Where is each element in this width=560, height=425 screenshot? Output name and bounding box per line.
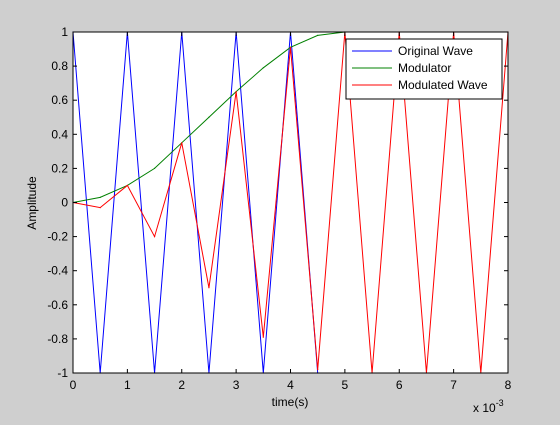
x-tick-label: 0: [70, 378, 77, 392]
x-tick-label: 5: [342, 378, 349, 392]
y-tick-label: -0.8: [47, 332, 68, 346]
x-axis-label: time(s): [272, 395, 309, 409]
series-3-point: [317, 368, 319, 371]
x-tick-label: 4: [287, 378, 294, 392]
series-3-point: [235, 91, 237, 93]
series-2-point: [153, 167, 156, 169]
legend-label: Modulated Wave: [398, 78, 488, 92]
series-2-point: [99, 196, 101, 198]
y-tick-label: 1: [61, 25, 68, 39]
y-tick-label: -0.4: [47, 264, 68, 278]
y-tick-label: 0.6: [51, 93, 68, 107]
legend: Original Wave Modulator Modulated Wave: [345, 38, 503, 100]
legend-label: Original Wave: [398, 44, 473, 58]
y-tick-label: 0: [61, 196, 68, 210]
x-tick-label: 2: [178, 378, 185, 392]
series-3-point: [262, 336, 264, 338]
x-axis-multiplier-base: x 10: [473, 401, 496, 415]
legend-box: [345, 38, 503, 100]
series-2-point: [262, 67, 264, 69]
y-tick-label: -1: [57, 366, 68, 380]
x-tick-label: 6: [396, 378, 403, 392]
y-axis-label: Amplitude: [25, 176, 39, 230]
series-2-point: [317, 34, 319, 37]
series-3-point: [99, 207, 101, 209]
y-tick-label: 0.4: [51, 127, 68, 141]
x-axis-multiplier: x 10-3: [473, 398, 504, 415]
series-3-point: [289, 46, 292, 48]
x-tick-label: 1: [124, 378, 131, 392]
x-tick-label: 8: [505, 378, 512, 392]
series-3-point: [153, 236, 156, 238]
series-3-point: [208, 287, 210, 289]
y-tick-label: -0.6: [47, 298, 68, 312]
series-3-point: [181, 142, 183, 144]
y-tick-label: 0.2: [51, 161, 68, 175]
series-line-1: [72, 31, 319, 374]
axis-ticks: 0 1 2 3 4 5 6 7 8 -1 -0.8 -0.6 -0.4 -0.2 0 0.2 0.4 0.6 0.8…: [47, 25, 511, 392]
x-axis-multiplier-exponent: -3: [496, 398, 504, 408]
y-tick-label: -0.2: [47, 230, 68, 244]
x-tick-label: 3: [233, 378, 240, 392]
legend-label: Modulator: [398, 61, 451, 75]
series-2-point: [208, 116, 210, 118]
y-tick-label: 0.8: [51, 59, 68, 73]
series-3-point: [126, 184, 128, 187]
x-tick-label: 7: [450, 378, 457, 392]
